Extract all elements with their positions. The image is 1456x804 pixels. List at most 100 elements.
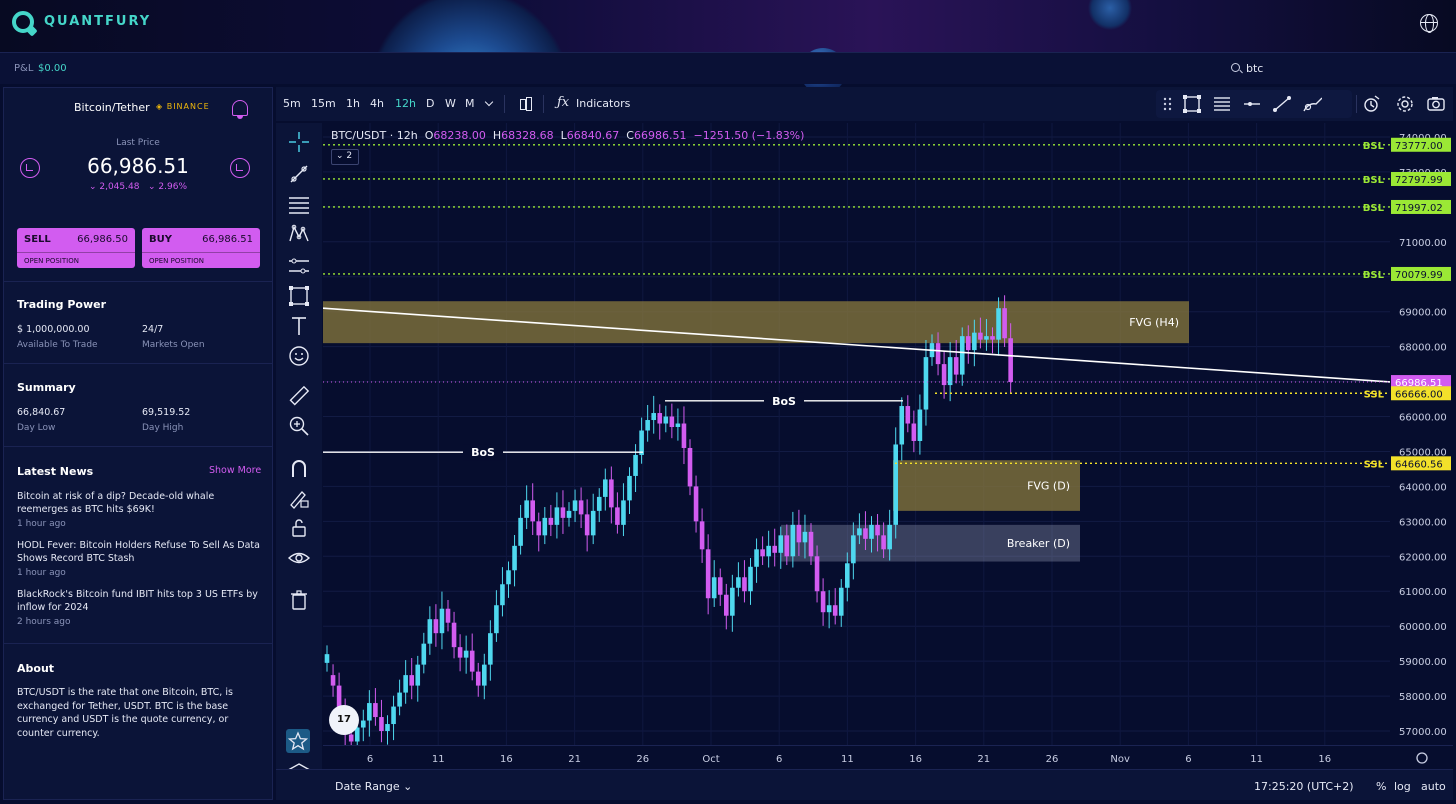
zoom-in-icon[interactable]	[288, 415, 310, 437]
price-axis[interactable]: 74000.0073000.0072000.0071000.0070000.00…	[1390, 123, 1453, 745]
auto-scale-toggle[interactable]: auto	[1421, 780, 1446, 793]
timeframe-1h[interactable]: 1h	[346, 97, 360, 110]
ruler-icon[interactable]	[288, 385, 310, 407]
candle-body	[609, 479, 614, 508]
current-price-label: 66986.51	[1395, 378, 1443, 389]
news-item-time: 1 hour ago	[17, 519, 66, 529]
candle-body	[935, 343, 941, 365]
trend-line-icon[interactable]	[1272, 95, 1292, 113]
x-tick-label: 6	[1185, 754, 1191, 765]
candle-body	[324, 654, 330, 663]
drawing-tools-sidebar	[276, 123, 322, 800]
timeframe-5m[interactable]: 5m	[283, 97, 301, 110]
candle-body	[590, 510, 596, 536]
candle-body	[451, 622, 457, 648]
liquidity-level-label: SSL	[1364, 459, 1385, 470]
news-item-title[interactable]: HODL Fever: Bitcoin Holders Refuse To Se…	[17, 540, 260, 564]
tradingview-logo[interactable]: 17	[329, 705, 359, 735]
axis-settings-icon[interactable]	[1416, 752, 1428, 764]
timeframe-w[interactable]: W	[445, 97, 456, 110]
candle-body	[1008, 338, 1013, 383]
quantfury-logo-icon	[12, 11, 34, 33]
magnet-icon[interactable]	[288, 457, 310, 479]
chevron-down-icon[interactable]	[484, 97, 494, 107]
horizontal-line-icon[interactable]	[1242, 95, 1262, 113]
zone-box	[323, 301, 1189, 344]
price-chart[interactable]: FVG (H4) FVG (D) Breaker (D) BoS BoS BSL BSL BS…	[323, 123, 1390, 745]
candle-body	[820, 591, 826, 613]
sell-open-position: OPEN POSITION	[17, 252, 135, 268]
pattern-tool-icon[interactable]	[288, 223, 310, 245]
candle-body	[790, 524, 796, 557]
price-alert-bell-icon[interactable]	[232, 100, 248, 119]
about-title: About	[17, 662, 55, 675]
candle-body	[524, 500, 529, 518]
show-more-link[interactable]: Show More	[209, 465, 262, 476]
x-tick-label: 11	[1250, 754, 1263, 765]
text-tool-icon[interactable]	[288, 315, 310, 337]
level-price-tag	[1391, 171, 1451, 186]
chart-canvas[interactable]: FVG (H4) FVG (D) Breaker (D) BoS BoS BSL BSL BS…	[323, 123, 1390, 745]
about-text: BTC/USDT is the rate that one Bitcoin, B…	[17, 687, 233, 739]
search-input[interactable]	[1246, 59, 1436, 77]
clock-timezone[interactable]: 17:25:20 (UTC+2)	[1254, 780, 1354, 793]
sell-button[interactable]: SELL 66,986.50 OPEN POSITION	[17, 228, 135, 268]
gear-icon[interactable]	[1396, 95, 1414, 113]
fib-tool-icon[interactable]	[288, 193, 310, 215]
candle-body	[348, 734, 354, 742]
log-scale-toggle[interactable]: log	[1394, 780, 1411, 793]
replay-icon[interactable]	[1363, 95, 1381, 113]
favorites-star-button[interactable]	[286, 729, 310, 753]
candle-body	[754, 549, 759, 567]
bear-clock-icon[interactable]	[20, 158, 40, 178]
chart-symbol: BTC/USDT · 12h	[331, 129, 418, 142]
search-icon[interactable]	[1231, 63, 1240, 72]
fib-retracement-icon[interactable]	[1212, 95, 1232, 113]
emoji-icon[interactable]	[288, 345, 310, 367]
candle-body	[536, 521, 542, 536]
crosshair-icon[interactable]	[288, 131, 310, 153]
price-change-pct: ⌄ 2.96%	[148, 182, 188, 192]
lock-drawing-pencil-icon[interactable]	[288, 487, 310, 509]
bull-clock-icon[interactable]	[230, 158, 250, 178]
brush-tool-icon[interactable]	[1302, 95, 1322, 113]
fx-icon[interactable]: ƒx	[557, 95, 570, 110]
indicators-button[interactable]: Indicators	[576, 97, 631, 110]
candle-body	[978, 332, 983, 340]
time-axis[interactable]: 6 11 16 21 26 Oct 6 11 16 21 26 Nov 6 11 16	[323, 745, 1453, 769]
trend-line-tool-icon[interactable]	[288, 163, 310, 185]
collapse-indicators-button[interactable]: ⌄ 2	[331, 149, 359, 165]
candlestick-icon[interactable]	[518, 96, 532, 112]
timeframe-4h[interactable]: 4h	[370, 97, 384, 110]
low-label: L	[560, 129, 567, 142]
candle-body	[857, 528, 862, 536]
lock-icon[interactable]	[288, 517, 310, 539]
shape-tool-icon[interactable]	[288, 285, 310, 307]
timeframe-12h[interactable]: 12h	[395, 97, 416, 110]
toolbar-separator	[543, 95, 544, 113]
sell-price: 66,986.50	[77, 234, 128, 245]
trash-icon[interactable]	[288, 589, 310, 611]
open-value: 68238.00	[433, 129, 486, 142]
buy-price: 66,986.51	[202, 234, 253, 245]
x-tick-label: 26	[1046, 754, 1059, 765]
forecast-tool-icon[interactable]	[288, 255, 310, 277]
timeframe-15m[interactable]: 15m	[311, 97, 336, 110]
buy-button[interactable]: BUY 66,986.51 OPEN POSITION	[142, 228, 260, 268]
eye-icon[interactable]	[288, 547, 310, 569]
timeframe-d[interactable]: D	[426, 97, 435, 110]
rectangle-tool-icon[interactable]	[1182, 95, 1202, 113]
camera-icon[interactable]	[1427, 95, 1445, 113]
date-range-dropdown[interactable]: Date Range ⌄	[335, 780, 413, 793]
globe-icon[interactable]	[1420, 14, 1438, 33]
news-item-title[interactable]: BlackRock's Bitcoin fund IBIT hits top 3…	[17, 589, 258, 613]
y-tick-label: 59000.00	[1399, 657, 1447, 668]
timeframe-m[interactable]: M	[465, 97, 475, 110]
x-tick-label: Oct	[702, 754, 719, 765]
candle-body	[966, 336, 971, 351]
news-item-title[interactable]: Bitcoin at risk of a dip? Decade-old wha…	[17, 491, 215, 515]
percent-scale-toggle[interactable]: %	[1376, 780, 1387, 793]
candle-body	[814, 556, 820, 592]
drag-handle-icon[interactable]	[1158, 95, 1178, 113]
instrument-panel: Bitcoin/Tether ◈ BINANCE Last Price 66,9…	[3, 87, 273, 800]
